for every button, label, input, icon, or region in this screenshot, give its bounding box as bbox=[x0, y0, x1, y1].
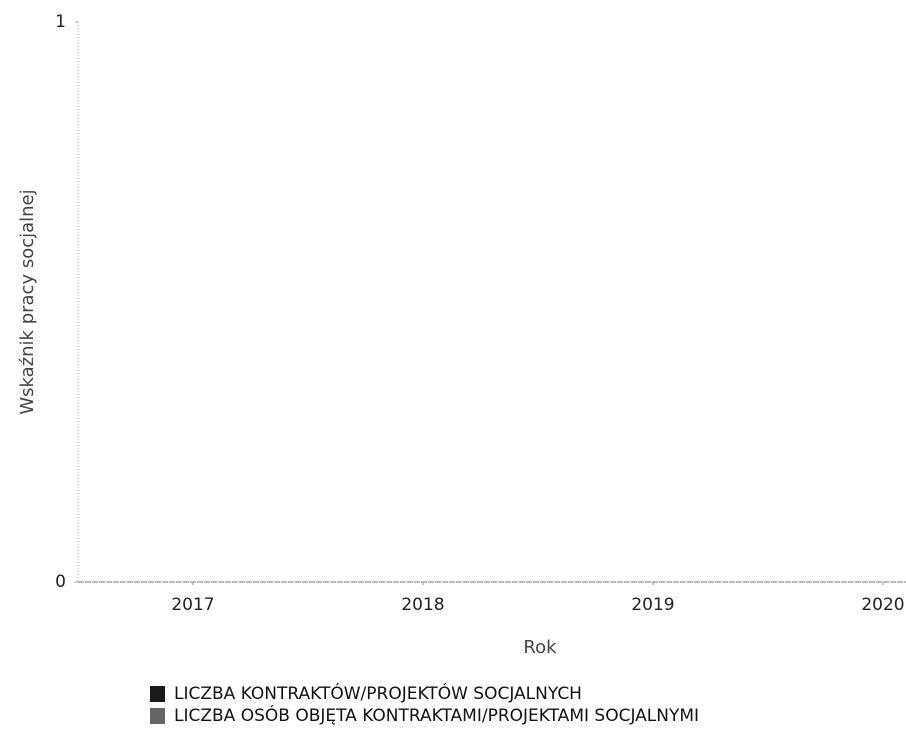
x-axis-title: Rok bbox=[523, 637, 557, 658]
x-tick-label: 2017 bbox=[171, 595, 214, 615]
y-axis-title: Wskaźnik pracy socjalnej bbox=[17, 189, 38, 414]
legend-swatch bbox=[150, 708, 165, 724]
legend-label: LICZBA KONTRAKTÓW/PROJEKTÓW SOCJALNYCH bbox=[174, 682, 582, 704]
legend-swatch bbox=[150, 686, 165, 702]
x-tick-label: 2020 bbox=[861, 595, 904, 615]
x-tick-label: 2018 bbox=[401, 595, 444, 615]
x-tick-label: 2019 bbox=[631, 595, 674, 615]
legend-label: LICZBA OSÓB OBJĘTA KONTRAKTAMI/PROJEKTAM… bbox=[174, 704, 699, 726]
y-tick-label: 0 bbox=[55, 572, 66, 592]
y-tick-label: 1 bbox=[55, 12, 66, 32]
